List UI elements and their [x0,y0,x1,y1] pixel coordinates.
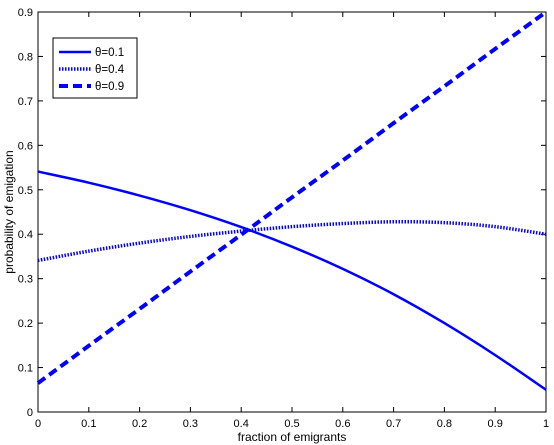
axis-ticks: 0 0.1 0.2 0.3 0.4 0.5 0.6 0.7 0.8 0.9 1 0 0.1 0.2 0.3 0… [18,7,549,430]
y-tick-label: 0.2 [18,318,33,330]
x-tick-label: 0.3 [183,418,198,430]
series-lines [36,10,548,391]
y-tick-label: 0.7 [18,96,33,108]
x-axis-label: fraction of emigrants [238,430,347,444]
y-tick-label: 0.1 [18,363,33,375]
legend: θ=0.1 θ=0.4 θ=0.9 [52,37,138,99]
y-tick-label: 0.6 [18,140,33,152]
x-tick-label: 1 [543,418,549,430]
x-tick-label: 0.9 [488,418,503,430]
x-tick-label: 0.2 [132,418,147,430]
series-line-2 [37,219,547,263]
legend-label-2: θ=0.4 [95,64,125,76]
y-tick-label: 0.8 [18,51,33,63]
series-line-1 [37,170,547,391]
x-tick-label: 0.5 [284,418,299,430]
y-tick-label: 0.9 [18,7,33,19]
x-tick-label: 0.8 [437,418,452,430]
y-tick-label: 0 [27,407,33,419]
x-tick-label: 0.1 [81,418,96,430]
y-axis-label: probability of emigation [2,150,16,273]
x-tick-label: 0.4 [234,418,249,430]
x-tick-label: 0 [35,418,41,430]
series-line-3 [36,10,548,385]
y-tick-label: 0.4 [18,229,33,241]
x-tick-label: 0.7 [386,418,401,430]
x-tick-label: 0.6 [335,418,350,430]
legend-label-3: θ=0.9 [95,81,124,93]
legend-label-1: θ=0.1 [95,47,124,59]
y-tick-label: 0.5 [18,185,33,197]
y-tick-label: 0.3 [18,274,33,286]
